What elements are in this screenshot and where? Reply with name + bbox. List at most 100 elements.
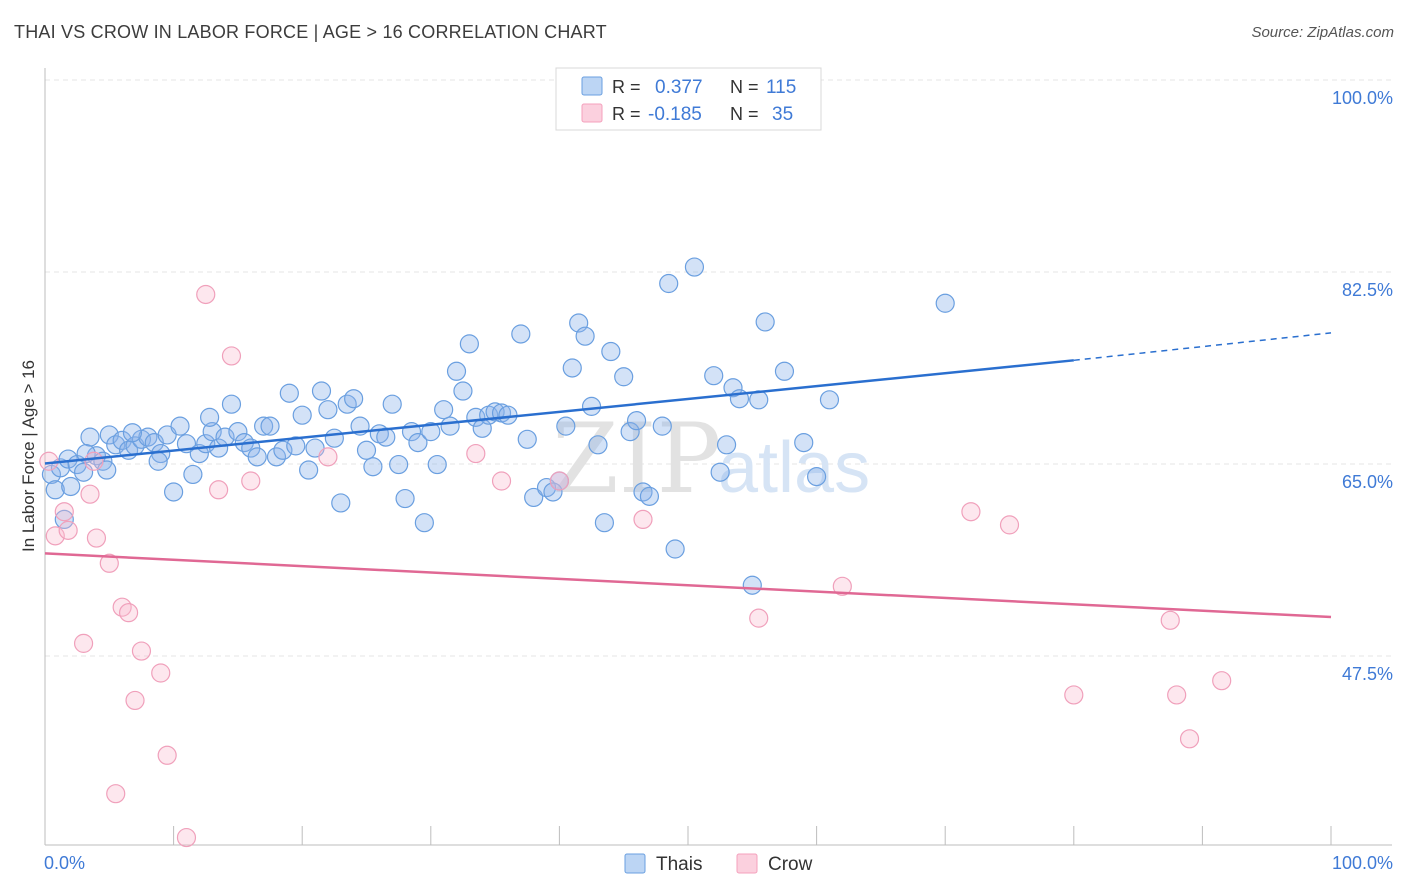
legend-thais-r-value: 0.377 xyxy=(655,77,703,98)
thais-point xyxy=(935,293,955,313)
thais-point xyxy=(723,378,743,398)
crow-point xyxy=(832,576,852,596)
crow-trend-line xyxy=(44,552,1332,619)
legend-crow-r-label: R = xyxy=(612,104,641,124)
thais-points xyxy=(41,257,955,595)
thais-point xyxy=(446,361,467,381)
crow-point xyxy=(1064,685,1084,705)
thais-point xyxy=(382,394,402,414)
thais-point xyxy=(581,396,602,416)
crow-point xyxy=(176,827,197,848)
thais-point xyxy=(517,429,537,449)
crow-point xyxy=(999,515,1020,535)
thais-point xyxy=(279,383,299,403)
thais-point xyxy=(408,433,428,453)
thais-point xyxy=(710,462,730,482)
thais-point xyxy=(273,440,293,460)
x-tick-label-end: 100.0% xyxy=(1332,853,1393,873)
thais-trend-line-dashed xyxy=(1073,332,1332,362)
crow-point xyxy=(1179,729,1200,749)
crow-point xyxy=(318,447,338,467)
thais-point xyxy=(389,454,409,475)
thais-point xyxy=(434,400,454,420)
crow-point xyxy=(1167,685,1187,705)
thais-point xyxy=(200,407,220,427)
thais-point xyxy=(819,390,840,410)
legend-bottom: Thais Crow xyxy=(624,853,813,875)
crow-point xyxy=(151,663,171,683)
thais-point xyxy=(594,513,615,533)
thais-point xyxy=(45,480,65,500)
thais-point xyxy=(794,433,814,453)
x-tick-label-start: 0.0% xyxy=(44,853,85,873)
y-tick-labels: 100.0% 82.5% 65.0% 47.5% xyxy=(1332,88,1393,684)
thais-point xyxy=(543,482,563,502)
thais-point xyxy=(54,509,74,530)
crow-point xyxy=(1212,671,1232,691)
thais-point xyxy=(324,428,344,448)
thais-point xyxy=(80,427,100,447)
thais-point xyxy=(228,422,248,442)
crow-point xyxy=(84,451,104,471)
thais-point xyxy=(774,361,795,381)
axes xyxy=(44,68,1392,846)
crow-point xyxy=(633,509,653,530)
crow-point xyxy=(106,784,126,804)
x-tick-labels: 0.0% 100.0% xyxy=(44,853,1393,873)
crow-point xyxy=(157,745,177,765)
source-label: Source: ZipAtlas.com xyxy=(1251,24,1394,41)
thais-point xyxy=(511,324,531,344)
thais-point xyxy=(453,381,473,401)
legend-thais-r-label: R = xyxy=(612,77,641,97)
thais-point xyxy=(122,423,143,443)
thais-point xyxy=(626,411,647,431)
watermark: ZIP atlas xyxy=(552,403,870,515)
watermark-atlas: atlas xyxy=(718,428,870,508)
chart-title: THAI VS CROW IN LABOR FORCE | AGE > 16 C… xyxy=(14,22,607,42)
crow-point xyxy=(241,471,261,491)
thais-point xyxy=(562,358,582,378)
thais-point xyxy=(665,539,685,559)
thais-point xyxy=(440,416,460,436)
thais-point xyxy=(221,394,242,414)
legend-bottom-crow-swatch xyxy=(736,853,758,874)
thais-point xyxy=(639,486,660,506)
thais-point xyxy=(61,476,81,497)
thais-point xyxy=(286,436,306,456)
legend-crow-swatch xyxy=(581,103,603,123)
legend-crow-n-value: 35 xyxy=(772,104,793,125)
thais-point xyxy=(659,273,679,294)
thais-point xyxy=(421,422,441,442)
thais-point xyxy=(614,367,634,387)
thais-point xyxy=(427,454,447,475)
crow-point xyxy=(749,608,769,628)
thais-point xyxy=(299,460,319,480)
thais-point xyxy=(318,400,338,420)
crow-point xyxy=(221,346,242,366)
y-tick-label: 100.0% xyxy=(1332,88,1393,108)
crow-point xyxy=(961,502,981,522)
thais-point xyxy=(414,513,434,533)
y-tick-label: 82.5% xyxy=(1342,280,1393,300)
thais-point xyxy=(395,488,415,509)
thais-point xyxy=(356,440,377,460)
thais-point xyxy=(459,334,479,354)
thais-point xyxy=(331,493,351,513)
thais-point xyxy=(575,326,595,346)
crow-point xyxy=(131,641,152,661)
thais-point xyxy=(588,435,608,455)
trend-lines xyxy=(44,332,1332,619)
thais-point xyxy=(704,366,724,386)
y-axis-label: In Labor Force | Age > 16 xyxy=(19,360,38,552)
y-tick-label: 65.0% xyxy=(1342,472,1393,492)
thais-point xyxy=(524,487,544,508)
watermark-zip: ZIP xyxy=(552,403,721,515)
thais-point xyxy=(311,381,332,401)
thais-point xyxy=(755,312,775,332)
legend-thais-n-label: N = xyxy=(730,77,759,97)
legend-top: R = 0.377 N = 115 R = -0.185 N = 35 xyxy=(555,67,822,131)
legend-bottom-thais-label: Thais xyxy=(656,854,702,875)
crow-point xyxy=(58,520,78,540)
thais-trend-line xyxy=(44,359,1074,465)
